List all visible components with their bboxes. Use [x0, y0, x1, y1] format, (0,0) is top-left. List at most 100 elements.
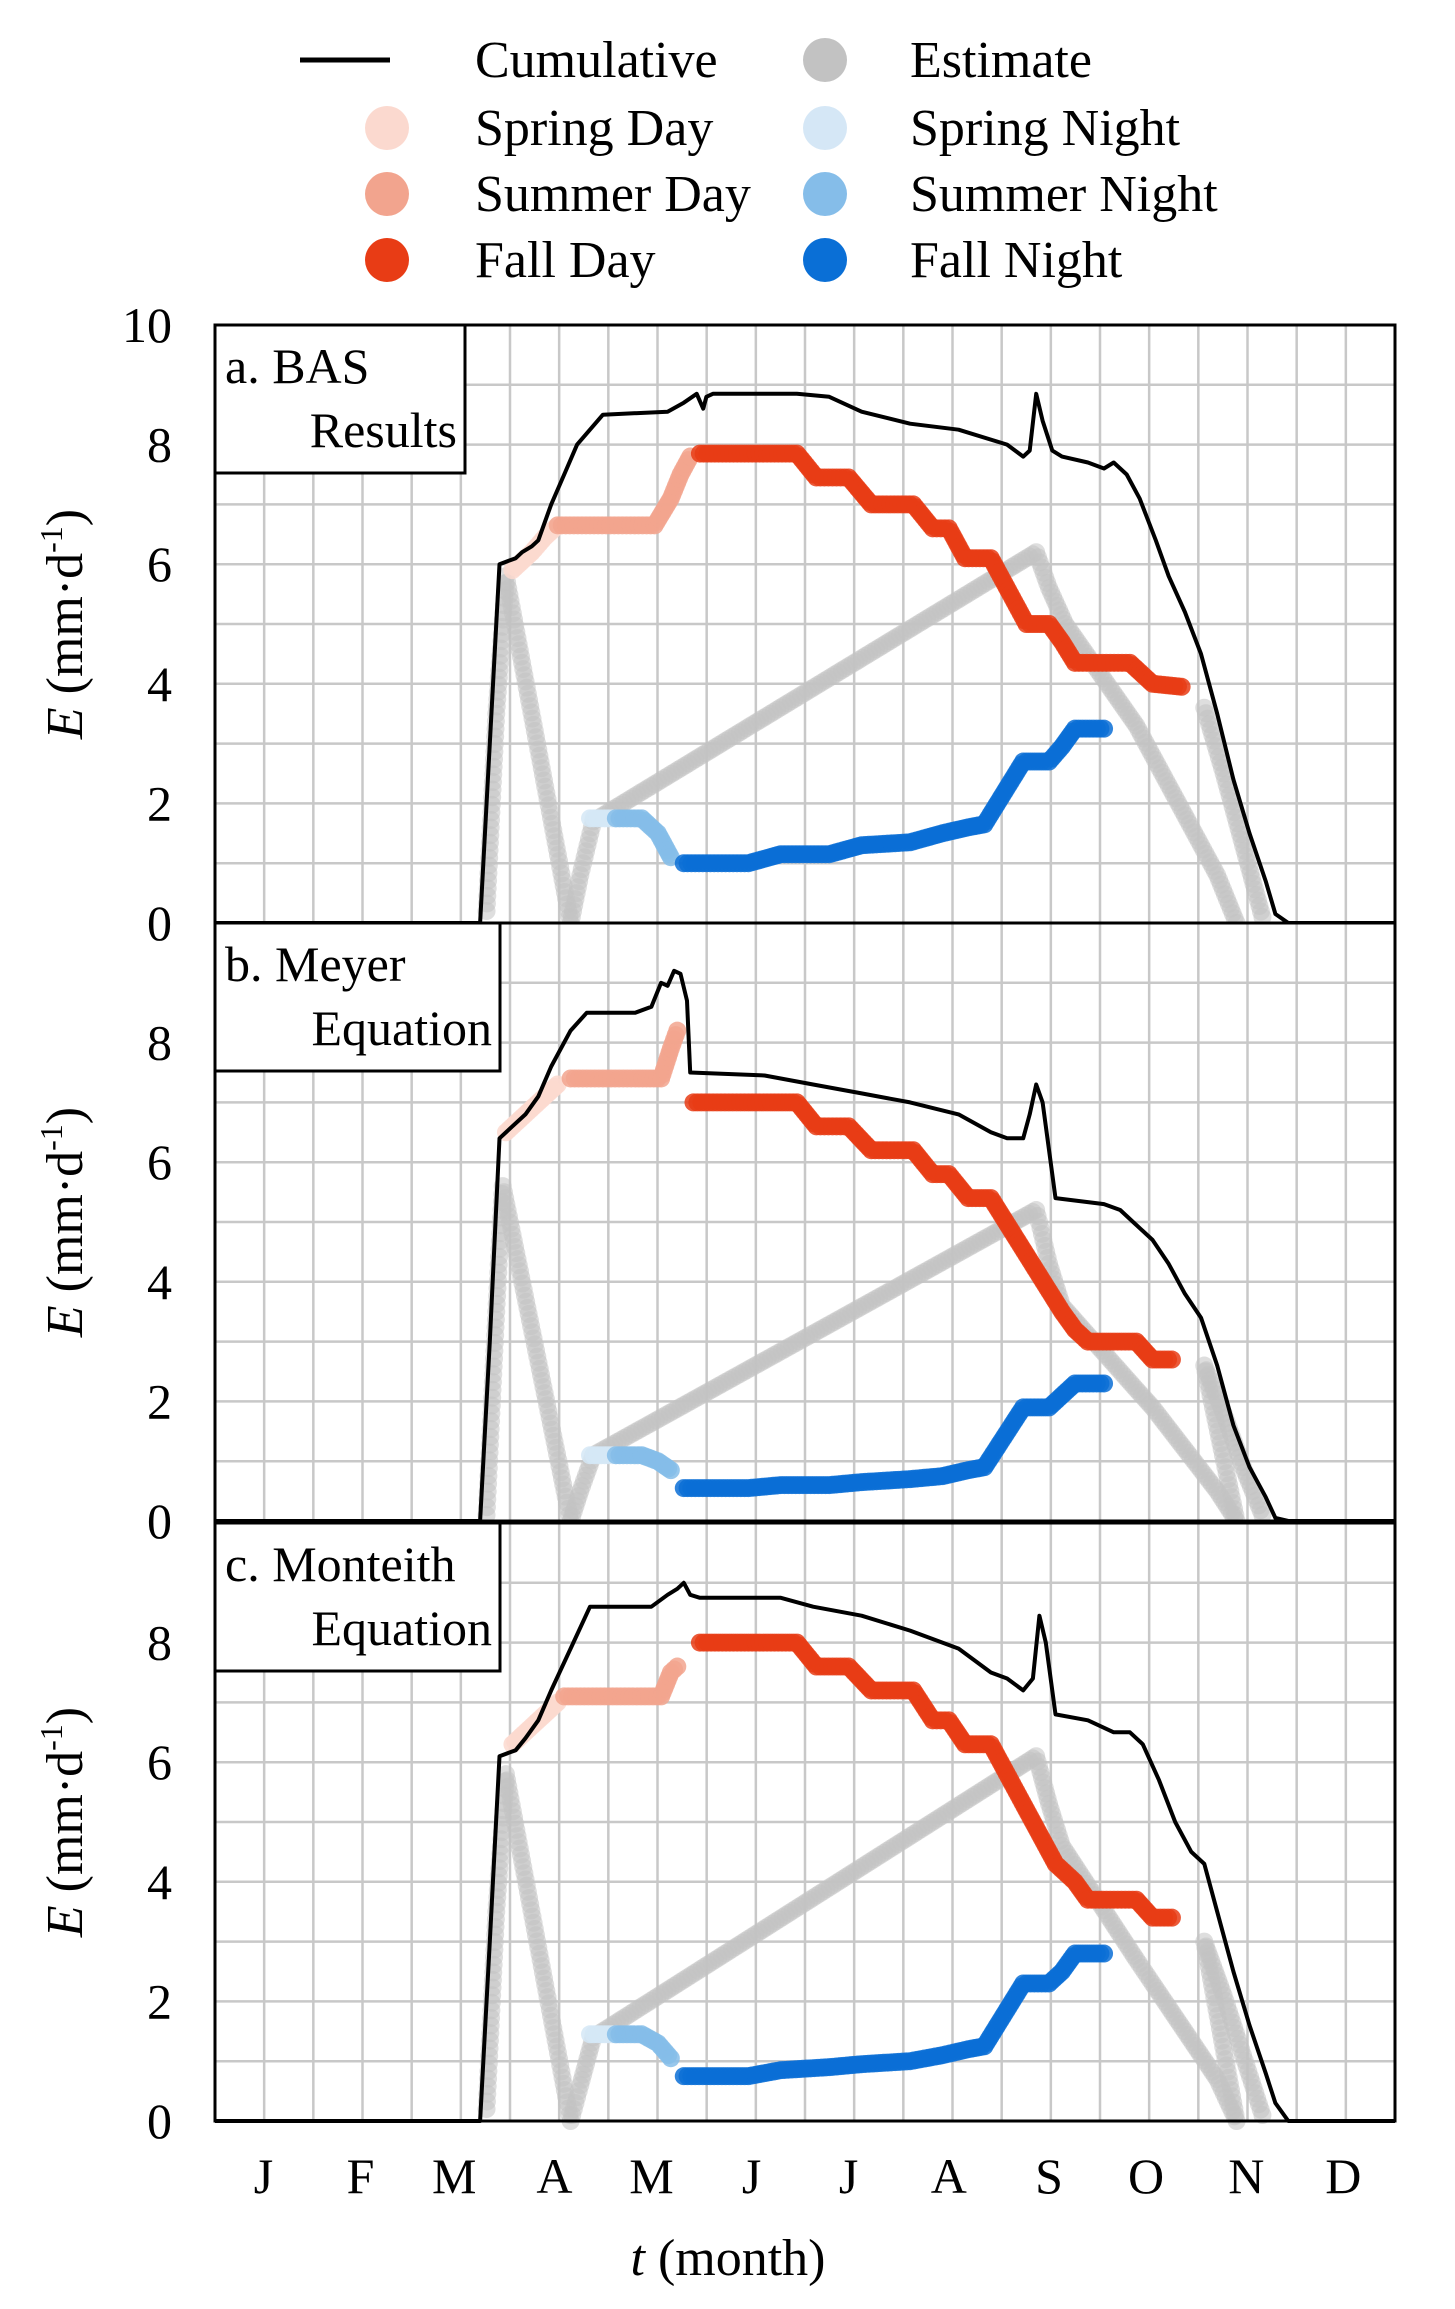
y-tick-label: 4: [147, 1854, 172, 1910]
data-point: [668, 1021, 687, 1040]
legend: Cumulative Estimate Spring Day Spring Night…: [300, 32, 1218, 289]
legend-swatch-summer_night: [803, 172, 847, 216]
data-point: [1162, 1350, 1181, 1369]
x-tick-label: N: [1228, 2148, 1264, 2204]
series-summer-day: [561, 1021, 687, 1088]
series-fall-day: [690, 444, 1191, 696]
panel-b: 0 2 4 6 8 E (mm·d-1) b. Meyer Equation: [33, 921, 1397, 1549]
y-tick-label: 8: [147, 1015, 172, 1071]
x-tick-label: M: [629, 2148, 673, 2204]
y-axis-title: E (mm·d-1): [33, 509, 94, 740]
x-axis-title-unit: (month): [645, 2230, 826, 2287]
plot-frame: [213, 921, 1397, 1523]
y-tick-label: 6: [147, 1134, 172, 1190]
series-estimate: [477, 543, 1272, 932]
legend-swatch-estimate: [803, 38, 847, 82]
legend-label-cumulative: Cumulative: [475, 32, 718, 89]
svg-text:t (month): t (month): [631, 2230, 826, 2287]
panel-label-subtitle: Equation: [311, 1600, 492, 1656]
panel-label-subtitle: Results: [310, 402, 457, 458]
data-point: [1095, 1374, 1114, 1393]
legend-label-estimate: Estimate: [910, 32, 1092, 89]
legend-item-summer-night: Summer Night: [803, 166, 1218, 223]
legend-label-spring_night: Spring Night: [910, 100, 1181, 157]
data-point: [661, 1461, 680, 1480]
data-point: [1095, 1944, 1114, 1963]
x-tick-label: J: [839, 2148, 858, 2204]
x-tick-label: J: [742, 2148, 761, 2204]
legend-item-summer-day: Summer Day: [365, 166, 751, 223]
data-point: [1095, 719, 1114, 738]
series-estimate: [477, 1747, 1272, 2130]
series-cumulative-line: [215, 391, 1395, 925]
y-tick-label: 6: [147, 1734, 172, 1790]
legend-swatch-spring_day: [365, 106, 409, 150]
x-tick-label: D: [1325, 2148, 1361, 2204]
panel-c: 0 2 4 6 8 E (mm·d-1) c. Monteith Equation: [33, 1521, 1397, 2149]
y-tick-label: 0: [147, 2093, 172, 2149]
legend-swatch-summer_day: [365, 172, 409, 216]
y-tick-label: 8: [147, 1615, 172, 1671]
y-tick-label: 4: [147, 656, 172, 712]
panel-label-title: a. BAS: [225, 338, 369, 394]
panel-label-box: [213, 1521, 502, 1673]
series-cumulative-line: [215, 1580, 1395, 2123]
x-tick-label: A: [536, 2148, 572, 2204]
y-axis-title: E (mm·d-1): [33, 1707, 94, 1938]
legend-swatch-fall_day: [365, 238, 409, 282]
y-tick-label: 0: [147, 895, 172, 951]
x-axis-title: t (month): [631, 2230, 826, 2287]
y-tick-label: 6: [147, 536, 172, 592]
x-tick-label: J: [254, 2148, 273, 2204]
y-tick-label: 2: [147, 1973, 172, 2029]
y-tick-label: 2: [147, 775, 172, 831]
series-summer-night: [606, 1446, 680, 1480]
x-tick-label: O: [1128, 2148, 1164, 2204]
legend-item-cumulative: Cumulative: [300, 32, 718, 89]
legend-item-spring-day: Spring Day: [365, 100, 713, 157]
panel-label-title: b. Meyer: [225, 936, 406, 992]
legend-label-fall_night: Fall Night: [910, 232, 1123, 289]
series-fall-day: [684, 1093, 1181, 1369]
series-fall-night: [674, 1374, 1114, 1498]
legend-swatch-fall_night: [803, 238, 847, 282]
series-cumulative-line: [215, 968, 1395, 1523]
x-axis-title-symbol: t: [631, 2230, 647, 2287]
x-tick-label: S: [1035, 2148, 1063, 2204]
y-tick-label: 2: [147, 1373, 172, 1429]
panels: 0 2 4 6 8 10 E (mm·d-1) a. BAS Results 0 2 4 6 8 E (mm…: [33, 297, 1397, 2204]
series-summer-night: [606, 2025, 680, 2068]
x-tick-label: F: [347, 2148, 375, 2204]
panel-a: 0 2 4 6 8 10 E (mm·d-1) a. BAS Results: [33, 297, 1397, 951]
series-summer-day: [555, 1657, 687, 1706]
panel-label-subtitle: Equation: [311, 1000, 492, 1056]
series-fall-day: [690, 1633, 1181, 1927]
data-point: [1172, 677, 1191, 696]
legend-label-summer_day: Summer Day: [475, 166, 751, 223]
series-summer-night: [606, 809, 680, 867]
x-tick-label: A: [931, 2148, 967, 2204]
data-point: [661, 2049, 680, 2068]
y-tick-label: 4: [147, 1254, 172, 1310]
legend-label-fall_day: Fall Day: [475, 232, 656, 289]
series-summer-day: [548, 447, 700, 535]
data-point: [668, 1657, 687, 1676]
x-tick-label: M: [432, 2148, 476, 2204]
legend-label-summer_night: Summer Night: [910, 166, 1218, 223]
legend-swatch-spring_night: [803, 106, 847, 150]
plot-frame: [213, 1521, 1397, 2123]
legend-item-estimate: Estimate: [803, 32, 1092, 89]
legend-label-spring_day: Spring Day: [475, 100, 713, 157]
y-tick-label: 0: [147, 1493, 172, 1549]
data-point: [1162, 1908, 1181, 1927]
legend-item-fall-day: Fall Day: [365, 232, 656, 289]
series-fall-night: [674, 1944, 1114, 2086]
panel-label-title: c. Monteith: [225, 1536, 456, 1592]
y-tick-label: 10: [122, 297, 172, 353]
series-fall-night: [674, 719, 1114, 873]
legend-item-spring-night: Spring Night: [803, 100, 1181, 157]
panel-label-box: [213, 921, 502, 1073]
y-tick-label: 8: [147, 417, 172, 473]
